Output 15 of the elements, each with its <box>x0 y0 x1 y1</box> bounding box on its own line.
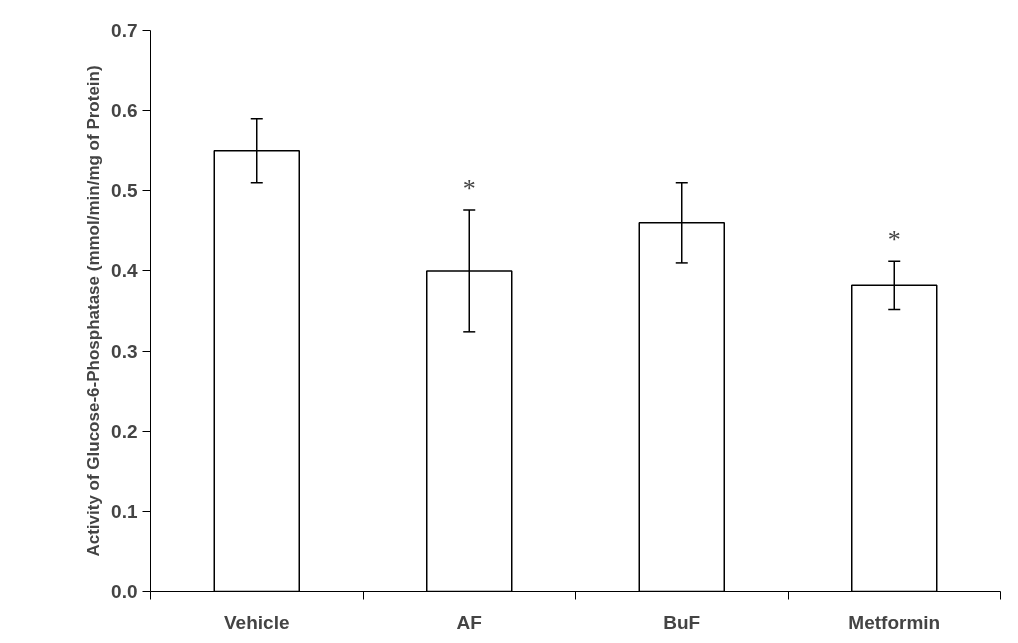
y-tick-label: 0.7 <box>111 20 138 41</box>
data-label: * <box>887 224 901 254</box>
x-tick-label: Metformin <box>848 611 941 633</box>
y-tick-label: 0.4 <box>111 260 138 282</box>
y-tick-label: 0.6 <box>111 100 138 122</box>
x-tick-label: Vehicle <box>224 611 290 633</box>
y-tick-label: 0.1 <box>111 500 138 522</box>
x-tick-label: BuF <box>663 611 701 633</box>
y-tick-label: 0.5 <box>111 180 138 202</box>
data-label: * <box>462 173 476 203</box>
x-tick-label: AF <box>456 611 482 633</box>
y-axis-title: Activity of Glucose-6-Phosphatase (mmol/min/mg of Protein) <box>84 65 104 557</box>
y-tick-label: 0.3 <box>111 340 138 362</box>
y-tick-label: 0.0 <box>111 581 138 602</box>
y-tick-label: 0.2 <box>111 420 138 442</box>
